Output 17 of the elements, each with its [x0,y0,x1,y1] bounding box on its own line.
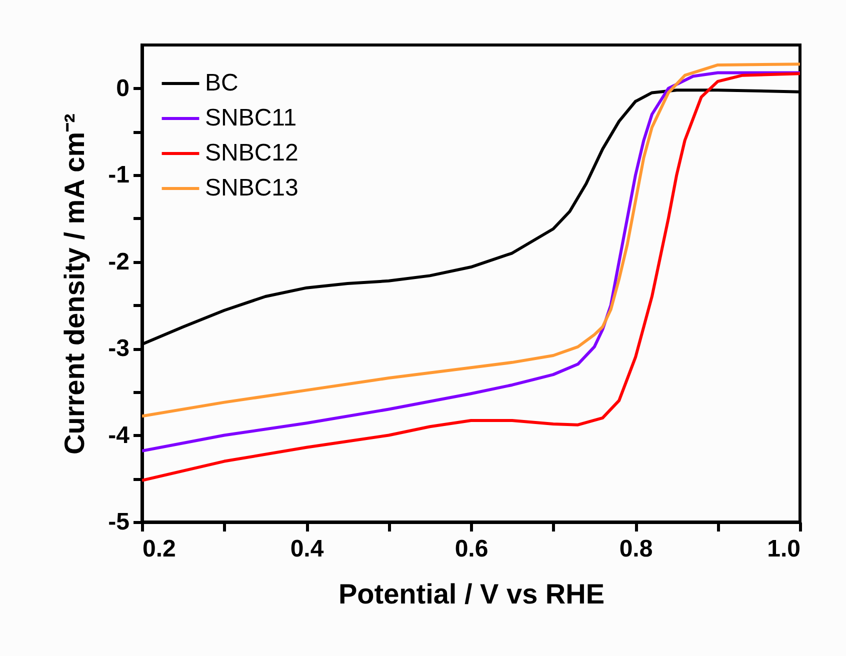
x-tick-label: 0.4 [290,536,324,562]
x-tick-label: 0.6 [454,536,488,562]
x-axis-title: Potential / V vs RHE [338,578,605,610]
y-tick-label: 0 [116,74,130,102]
x-tick-label: 1.0 [767,536,800,562]
y-tick-label: -4 [108,422,130,449]
x-tick-label: 0.2 [142,536,176,562]
legend-label: SNBC13 [205,174,298,202]
y-tick-label: -5 [108,508,130,536]
y-tick-label: -3 [108,335,130,362]
y-axis-title: Current density / mA cm⁻² [59,114,90,454]
legend-label: SNBC12 [205,140,298,166]
y-tick-label: -2 [108,248,130,276]
y-tick-label: -1 [108,162,130,189]
legend-label: BC [205,70,238,96]
legend-label: SNBC11 [205,104,297,132]
x-tick-label: 0.8 [619,536,653,562]
